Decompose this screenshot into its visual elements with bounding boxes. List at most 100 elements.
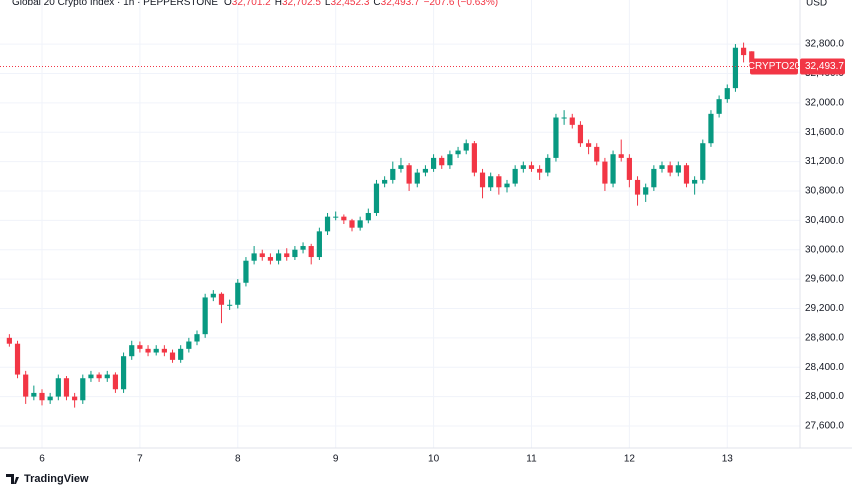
candle-body (169, 352, 176, 360)
candle-body (23, 374, 29, 397)
candle-body (724, 88, 730, 100)
candle-body (545, 157, 551, 173)
candle-body (161, 348, 167, 353)
candle-body (63, 378, 70, 397)
currency: USD (806, 0, 827, 9)
candle-body (72, 396, 78, 401)
candle-body (145, 348, 151, 353)
y-tick-label: 31,600.0 (805, 127, 844, 138)
candle-body (112, 374, 119, 390)
y-tick-label: 29,600.0 (805, 274, 844, 285)
candle-body (55, 378, 61, 397)
candle-body (275, 253, 282, 261)
candle-body (463, 143, 469, 151)
candle-body (96, 374, 102, 379)
candle-body (300, 246, 306, 250)
candle-body (243, 260, 249, 283)
candle-body (732, 47, 739, 89)
header-part: C (373, 0, 380, 8)
x-tick-label: 7 (137, 454, 143, 465)
candle-body (740, 47, 747, 56)
y-tick-label: 28,400.0 (805, 362, 844, 373)
candle-body (88, 374, 94, 379)
x-tick-label: 9 (333, 454, 339, 465)
candle-body (137, 345, 143, 349)
candle-body (333, 216, 339, 218)
candle-body (194, 334, 200, 342)
candle-body (504, 183, 510, 188)
x-tick-label: 13 (722, 454, 734, 465)
header-part: L (325, 0, 331, 8)
candle-body (439, 157, 445, 166)
candle-body (120, 356, 127, 390)
candle-body (218, 293, 225, 305)
candle-body (235, 282, 241, 305)
candle-body (382, 179, 388, 184)
logo-icon (6, 474, 19, 484)
y-tick-label: 28,000.0 (805, 391, 844, 402)
candle-body (569, 117, 575, 125)
candle-body (341, 216, 347, 221)
y-tick-label: 28,800.0 (805, 332, 844, 343)
candle-body (528, 165, 535, 169)
candle-body (349, 220, 355, 228)
last-price-label: 32,493.7 (805, 61, 844, 72)
candle-body (129, 345, 135, 357)
header-part: Global 20 Crypto Index · 1h · PEPPERSTON… (12, 0, 218, 8)
candle-body (210, 293, 216, 298)
candle-body (577, 124, 584, 144)
candle-body (267, 257, 274, 261)
candle-body (153, 348, 159, 353)
candle-body (6, 337, 12, 344)
candle-body (667, 165, 673, 173)
candle-body (553, 117, 559, 158)
candle-body (447, 154, 453, 166)
y-tick-label: 30,400.0 (805, 215, 844, 226)
y-tick-label: 30,800.0 (805, 186, 844, 197)
y-tick-label: 30,000.0 (805, 244, 844, 255)
candle-body (414, 172, 420, 184)
price-tag-name: CRYPTO20 (748, 61, 801, 72)
candle-body (357, 220, 363, 228)
candle-body (651, 168, 657, 188)
candle-body (488, 176, 494, 188)
candle-body (227, 304, 233, 306)
candle-body (202, 297, 208, 335)
y-tick-label: 32,800.0 (805, 39, 844, 50)
candle-body (398, 165, 404, 169)
candle-body (626, 157, 632, 180)
candle-body (675, 165, 681, 173)
candle-body (708, 113, 714, 144)
chart-header: Global 20 Crypto Index · 1h · PEPPERSTON… (12, 0, 498, 8)
price-tag-bg (750, 58, 798, 75)
candle-body (496, 176, 502, 188)
candle-body (14, 343, 21, 375)
candle-body (692, 179, 698, 184)
brand-logo: TradingView (6, 473, 89, 485)
candle-body (80, 378, 86, 401)
candle-body (561, 117, 567, 119)
candle-body (430, 157, 437, 169)
header-part: 32,452.3 (330, 0, 369, 8)
x-tick-label: 6 (39, 454, 45, 465)
candle-body (471, 143, 477, 173)
candle-body (292, 249, 298, 258)
candle-body (422, 168, 429, 173)
x-tick-label: 10 (428, 454, 440, 465)
y-tick-label: 32,000.0 (805, 97, 844, 108)
candle-body (520, 165, 526, 169)
brand-name: TradingView (24, 473, 89, 485)
candle-body (610, 154, 616, 184)
x-tick-label: 12 (624, 454, 636, 465)
candle-body (594, 146, 600, 162)
candle-body (537, 168, 543, 173)
header-part: 32,701.2 (232, 0, 271, 8)
candle-body (602, 161, 608, 184)
candle-body (373, 183, 380, 213)
candle-body (643, 187, 649, 195)
candle-body (618, 154, 624, 158)
candle-body (659, 165, 665, 169)
candle-body (634, 179, 641, 195)
candle-body (251, 253, 257, 261)
